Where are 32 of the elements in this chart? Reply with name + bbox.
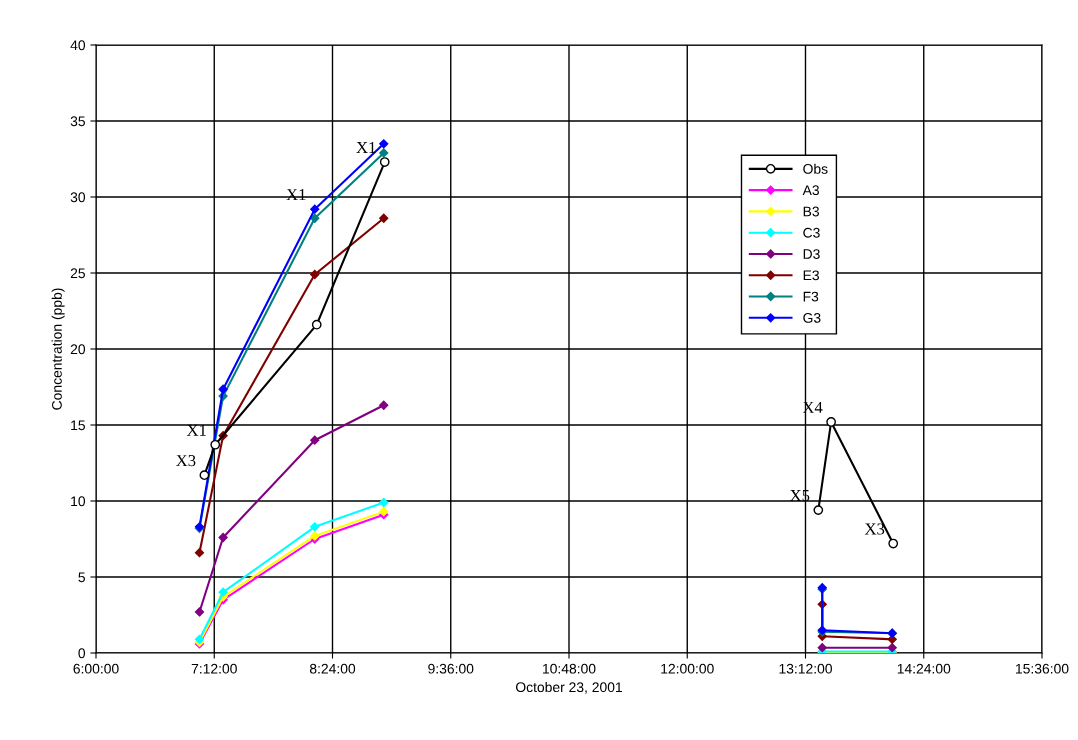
legend-label: A3	[802, 185, 819, 196]
legend-label: C3	[803, 227, 820, 238]
y-tick-label: 0	[78, 648, 86, 659]
annotation: X3	[176, 455, 196, 467]
x-tick-label: 6:00:00	[73, 663, 119, 674]
y-tick-label: 15	[71, 420, 85, 431]
legend-label: Obs	[803, 163, 828, 174]
y-tick-label: 20	[70, 344, 86, 355]
annotation: X3	[864, 523, 885, 535]
y-axis-title: Concentration (ppb)	[51, 288, 65, 410]
x-tick-label: 8:24:00	[309, 663, 356, 674]
y-tick-label: 30	[70, 192, 86, 203]
legend-label: D3	[803, 249, 820, 259]
legend-label: G3	[803, 312, 821, 323]
x-tick-label: 14:24:00	[897, 663, 951, 674]
legend-label: E3	[803, 270, 819, 281]
x-tick-label: 9:36:00	[428, 663, 474, 674]
x-tick-label: 12:00:00	[661, 663, 714, 674]
x-tick-label: 10:48:00	[543, 663, 596, 674]
annotation: X1	[186, 424, 206, 436]
y-tick-label: 25	[70, 268, 85, 279]
y-tick-label: 35	[70, 116, 85, 127]
y-tick-label: 10	[71, 496, 86, 507]
y-tick-label: 40	[70, 40, 86, 51]
legend-label: B3	[803, 206, 819, 217]
x-tick-label: 13:12:00	[779, 663, 832, 674]
x-tick-label: 7:12:00	[191, 663, 237, 674]
x-axis-title: October 23, 2001	[516, 681, 622, 694]
legend-label: F3	[803, 291, 819, 302]
y-tick-label: 5	[78, 572, 85, 583]
annotation: X1	[356, 141, 376, 153]
x-tick-label: 15:36:00	[1016, 663, 1069, 674]
